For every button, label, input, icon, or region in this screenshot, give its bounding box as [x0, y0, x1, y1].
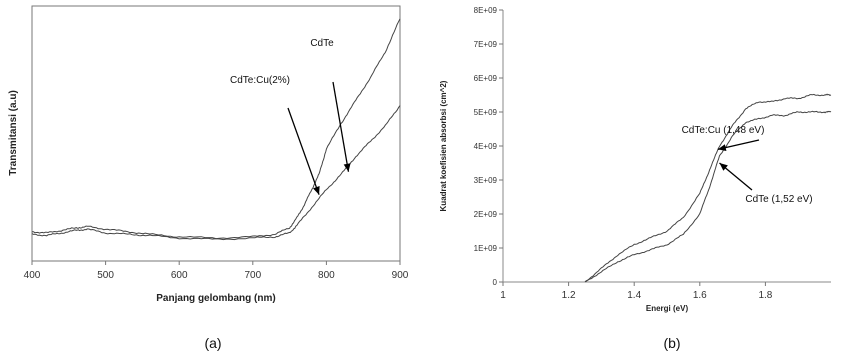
- chart-a-y-axis-label: Transmitansi (a.u): [8, 90, 19, 176]
- annotation-label: CdTe: [310, 38, 334, 49]
- y-tick-label: 2E+09: [474, 210, 498, 219]
- x-tick-label: 1: [500, 290, 506, 301]
- arrow-head: [717, 144, 727, 152]
- y-tick-label: 1E+09: [474, 244, 498, 253]
- y-tick-label: 7E+09: [474, 40, 498, 49]
- series-line-2: [31, 105, 401, 241]
- chart-a-x-axis-label: Panjang gelombang (nm): [156, 293, 275, 304]
- x-tick-label: 1.6: [693, 290, 707, 301]
- annotation-arrow: [287, 107, 320, 195]
- y-tick-label: 6E+09: [474, 74, 498, 83]
- annotation-label: CdTe (1,52 eV): [745, 194, 812, 205]
- series-line-1: [584, 93, 832, 283]
- y-tick-label: 0: [493, 278, 498, 287]
- chart-b-y-axis-label: Kuadrat koefisien absorbsi (cm^2): [439, 80, 448, 211]
- arrow-head: [719, 163, 728, 171]
- chart-b-caption: (b): [663, 335, 680, 351]
- chart-a-series: [31, 18, 401, 241]
- arrow-head: [343, 163, 351, 172]
- x-tick-label: 900: [392, 270, 409, 281]
- x-tick-label: 500: [97, 270, 114, 281]
- x-tick-label: 400: [24, 270, 41, 281]
- chart-b-series: [584, 93, 832, 283]
- y-tick-label: 4E+09: [474, 142, 498, 151]
- chart-b-x-ticks: 1 1.2 1.4 1.6 1.8: [500, 282, 773, 301]
- x-tick-label: 600: [171, 270, 188, 281]
- series-line-1: [32, 18, 401, 240]
- y-tick-label: 5E+09: [474, 108, 498, 117]
- chart-b-x-axis-label: Energi (eV): [646, 304, 689, 313]
- x-tick-label: 1.4: [627, 290, 641, 301]
- x-tick-label: 700: [244, 270, 261, 281]
- chart-a-annotations: CdTe CdTe:Cu(2%): [230, 38, 351, 195]
- annotation-label: CdTe:Cu(2%): [230, 75, 290, 86]
- x-tick-label: 1.2: [562, 290, 576, 301]
- annotation-label: CdTe:Cu (1,48 eV): [682, 125, 765, 136]
- x-tick-label: 1.8: [758, 290, 772, 301]
- y-tick-label: 3E+09: [474, 176, 498, 185]
- chart-a-x-ticks: 400 500 600 700 800 900: [24, 261, 409, 281]
- chart-a-frame: [31, 5, 401, 262]
- arrow-head: [313, 185, 320, 195]
- chart-b-annotations: CdTe:Cu (1,48 eV) CdTe (1,52 eV): [682, 125, 813, 205]
- series-line-2: [584, 110, 832, 282]
- chart-a-caption: (a): [204, 335, 221, 351]
- x-tick-label: 800: [318, 270, 335, 281]
- chart-a: 400 500 600 700 800 900 Panjang gelombang (nm…: [8, 5, 409, 351]
- chart-b-y-ticks: 0 1E+09 2E+09 3E+09 4E+09 5E+09 6E+09 7E+09 8E+0…: [474, 6, 503, 287]
- annotation-arrow: [332, 81, 350, 172]
- chart-b: 0 1E+09 2E+09 3E+09 4E+09 5E+09 6E+09 7E+09 8E+0…: [439, 6, 832, 351]
- y-tick-label: 8E+09: [474, 6, 498, 15]
